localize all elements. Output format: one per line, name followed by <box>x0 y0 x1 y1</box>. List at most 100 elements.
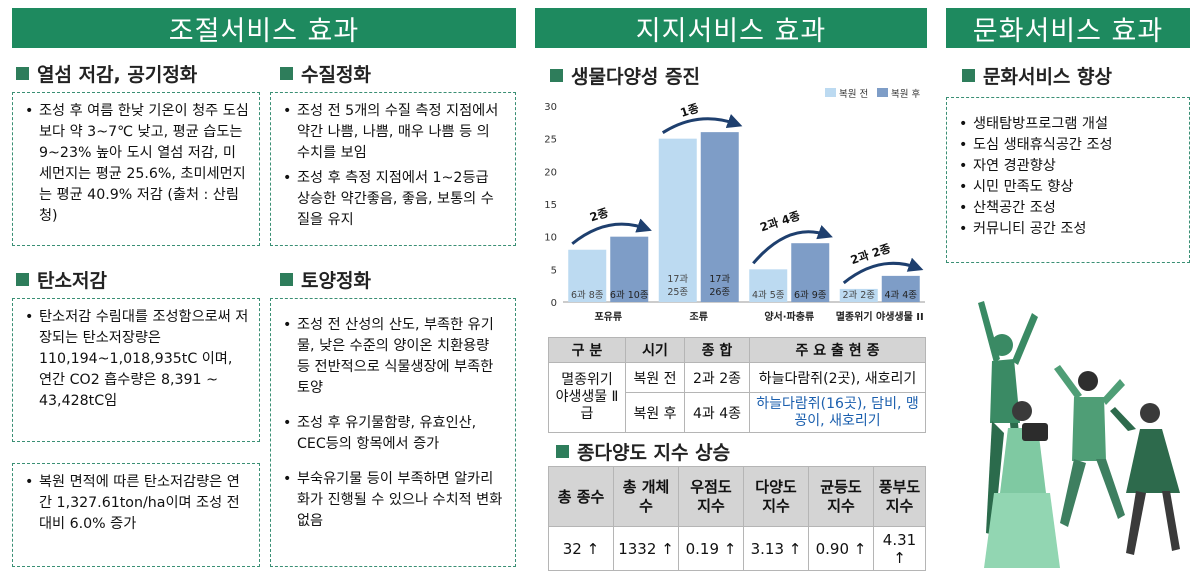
index-value: 4.31 ↑ <box>873 526 926 571</box>
endangered-table: 구 분 시기 종 합 주 요 출 현 종 멸종위기 야생생물 Ⅱ급 복원 전 2… <box>548 337 926 433</box>
increase-annotation: 2과 4종 <box>758 208 802 234</box>
bar-data-label: 6과 9종 <box>794 290 827 301</box>
x-tick-label: 포유류 <box>594 311 622 323</box>
table-cell: 복원 전 <box>625 362 685 393</box>
index-header: 균등도 지수 <box>808 466 874 527</box>
bar-after <box>881 275 920 302</box>
y-tick-label: 0 <box>551 298 557 309</box>
table-header: 주 요 출 현 종 <box>749 337 926 363</box>
soil-item: 조성 후 유기물함량, 유효인산, CEC등의 항목에서 증가 <box>283 413 505 455</box>
legend-label: 복원 전 <box>839 89 868 100</box>
cultural-item: 시민 만족도 향상 <box>959 177 1179 198</box>
cultural-item: 도심 생태휴식공간 조성 <box>959 135 1179 156</box>
carbon-box-2: 복원 면적에 따른 탄소저감량은 연간 1,327.61ton/ha이며 조성 … <box>12 463 260 567</box>
legend-swatch-after <box>877 88 888 97</box>
table-cell: 복원 후 <box>625 392 685 433</box>
x-tick-label: 양서·파충류 <box>764 310 814 323</box>
x-tick-label: 조류 <box>690 311 708 323</box>
square-bullet-icon <box>556 445 569 458</box>
bar-data-label: 17과 <box>709 274 730 285</box>
soil-box: 조성 전 산성의 산도, 부족한 유기물, 낮은 수준의 양이온 치환용량 등 … <box>270 298 516 567</box>
soil-item: 조성 전 산성의 산도, 부족한 유기물, 낮은 수준의 양이온 치환용량 등 … <box>283 315 505 399</box>
supporting-header: 지지서비스 효과 <box>535 8 927 48</box>
legend-label: 복원 후 <box>891 89 920 100</box>
bar-after <box>700 132 739 302</box>
table-header: 종 합 <box>684 337 750 363</box>
index-value: 32 ↑ <box>548 526 614 571</box>
index-value: 3.13 ↑ <box>743 526 809 571</box>
table-group: 멸종위기 야생생물 Ⅱ급 <box>548 362 626 433</box>
square-bullet-icon <box>280 273 293 286</box>
y-tick-label: 15 <box>544 200 557 211</box>
index-title: 종다양도 지수 상승 <box>556 438 730 465</box>
index-header: 총 개체수 <box>613 466 679 527</box>
index-header: 우점도 지수 <box>678 466 744 527</box>
regulating-header: 조절서비스 효과 <box>12 8 516 48</box>
y-tick-label: 20 <box>544 167 557 178</box>
bar-data-label: 4과 5종 <box>752 290 785 301</box>
water-box: 조성 전 5개의 수질 측정 지점에서 약간 나쁨, 나쁨, 매우 나쁨 등 의… <box>270 92 516 246</box>
index-value: 1332 ↑ <box>613 526 679 571</box>
up-arrow-icon: ↑ <box>788 539 802 558</box>
soil-item: 부숙유기물 등이 부족하면 알카리화가 진행될 수 있으나 수치적 변화 없음 <box>283 469 505 532</box>
table-header: 시기 <box>625 337 685 363</box>
bar-before <box>749 269 788 302</box>
carbon-text-1: 탄소저감 수림대를 조성함으로써 저장되는 탄소저장량은 110,194~1,0… <box>25 307 249 412</box>
square-bullet-icon <box>280 67 293 80</box>
bar-data-label: 6과 8종 <box>571 290 604 301</box>
heat-box: 조성 후 여름 한낮 기온이 청주 도심보다 약 3~7℃ 낮고, 평균 습도는… <box>12 92 260 246</box>
cultural-title: 문화서비스 향상 <box>962 62 1112 89</box>
heat-title: 열섬 저감, 공기정화 <box>16 60 197 87</box>
increase-annotation: 1종 <box>679 101 701 120</box>
increase-annotation: 2종 <box>588 205 610 224</box>
bar-before <box>839 288 878 302</box>
biodiversity-title: 생물다양성 증진 <box>550 62 700 89</box>
water-item: 조성 후 측정 지점에서 1~2등급 상승한 약간좋음, 좋음, 보통의 수질을… <box>283 168 505 231</box>
table-cell: 4과 4종 <box>684 392 750 433</box>
square-bullet-icon <box>16 273 29 286</box>
square-bullet-icon <box>962 69 975 82</box>
bar-data-label: 17과 <box>667 274 688 285</box>
square-bullet-icon <box>16 67 29 80</box>
dancing-people-illustration <box>978 301 1180 568</box>
cultural-item: 커뮤니티 공간 조성 <box>959 219 1179 240</box>
bar-data-label: 6과 10종 <box>610 290 649 301</box>
table-cell: 2과 2종 <box>684 362 750 393</box>
up-arrow-icon: ↑ <box>853 539 867 558</box>
y-tick-label: 25 <box>544 135 557 146</box>
y-tick-label: 30 <box>544 102 557 113</box>
up-arrow-icon: ↑ <box>661 539 674 558</box>
growth-arrow <box>842 257 924 285</box>
up-arrow-icon: ↑ <box>893 548 906 567</box>
water-title: 수질정화 <box>280 60 371 87</box>
growth-arrow <box>752 225 833 265</box>
growth-arrow <box>571 218 652 245</box>
index-value: 0.19 ↑ <box>678 526 744 571</box>
growth-arrow <box>661 113 743 134</box>
table-header: 구 분 <box>548 337 626 363</box>
cultural-box: 생태탐방프로그램 개설 도심 생태휴식공간 조성 자연 경관향상 시민 만족도 … <box>946 97 1190 263</box>
bar-before <box>658 138 697 302</box>
carbon-box-1: 탄소저감 수림대를 조성함으로써 저장되는 탄소저장량은 110,194~1,0… <box>12 298 260 442</box>
cultural-item: 생태탐방프로그램 개설 <box>959 114 1179 135</box>
diversity-index-table: 총 종수 총 개체수 우점도 지수 다양도 지수 균등도 지수 풍부도 지수 3… <box>548 466 926 571</box>
bar-data-label: 2과 2종 <box>842 290 875 301</box>
water-item: 조성 전 5개의 수질 측정 지점에서 약간 나쁨, 나쁨, 매우 나쁨 등 의… <box>283 101 505 164</box>
bar-after <box>791 243 830 302</box>
index-header: 풍부도 지수 <box>873 466 926 527</box>
cultural-header: 문화서비스 효과 <box>946 8 1190 48</box>
legend-swatch-before <box>825 88 836 97</box>
cultural-item: 산책공간 조성 <box>959 198 1179 219</box>
heat-text: 조성 후 여름 한낮 기온이 청주 도심보다 약 3~7℃ 낮고, 평균 습도는… <box>25 101 249 227</box>
carbon-text-2: 복원 면적에 따른 탄소저감량은 연간 1,327.61ton/ha이며 조성 … <box>25 472 249 535</box>
index-header: 총 종수 <box>548 466 614 527</box>
square-bullet-icon <box>550 69 563 82</box>
bar-data-label: 26종 <box>709 287 730 298</box>
y-tick-label: 10 <box>544 233 557 244</box>
x-tick-label: 멸종위기 야생생물 II <box>836 310 924 323</box>
bar-data-label: 4과 4종 <box>884 290 917 301</box>
person-icon <box>984 401 1060 568</box>
carbon-title: 탄소저감 <box>16 266 107 293</box>
person-icon <box>1054 365 1125 527</box>
